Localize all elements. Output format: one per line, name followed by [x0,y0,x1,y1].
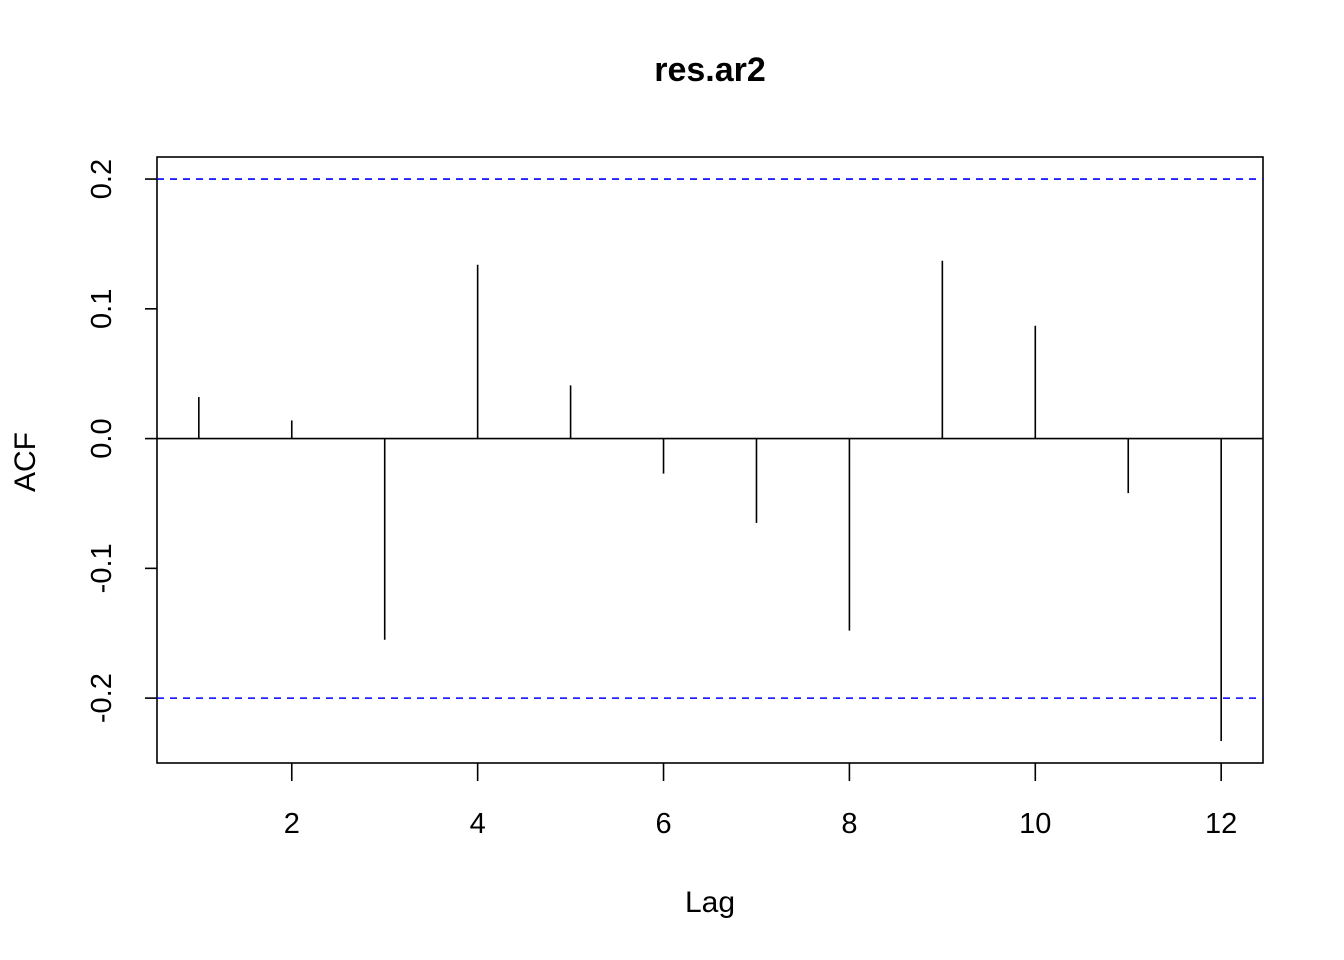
y-tick-label: -0.1 [86,543,118,593]
x-axis-label: Lag [685,886,735,919]
y-tick-label: 0.2 [86,159,118,199]
chart-title: res.ar2 [654,51,766,89]
y-axis-label: ACF [9,432,42,492]
y-axis: -0.2 -0.1 0.0 0.1 0.2 [86,159,157,723]
y-tick-label: 0.0 [86,418,118,458]
x-tick-label: 2 [284,808,300,840]
x-axis: 2 4 6 8 10 12 [284,763,1237,840]
plot-frame [156,156,1264,764]
y-tick-label: -0.2 [86,673,118,723]
y-tick-label: 0.1 [86,289,118,329]
plot-area [156,156,1264,764]
x-tick-label: 4 [470,808,486,840]
x-tick-label: 12 [1205,808,1237,840]
x-tick-label: 8 [841,808,857,840]
x-tick-label: 6 [655,808,671,840]
x-tick-label: 10 [1019,808,1051,840]
